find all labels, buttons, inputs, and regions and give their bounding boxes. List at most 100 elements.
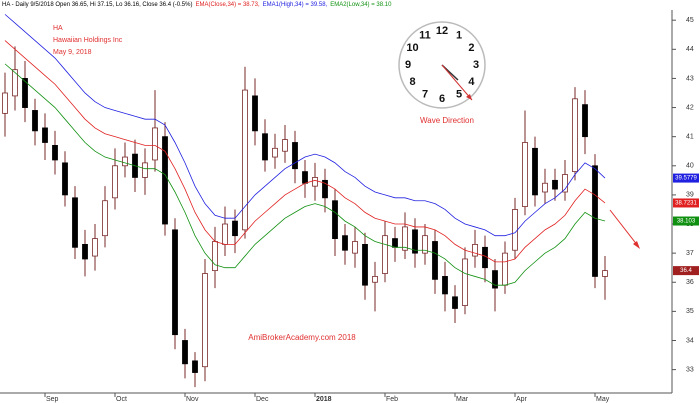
company: Hawaiian Holdings Inc [53, 37, 123, 44]
candle-body [252, 95, 258, 132]
candle-body [352, 241, 358, 254]
candle-body [42, 127, 48, 143]
candle-body [522, 142, 528, 207]
x-tick-label: Sep [46, 396, 59, 403]
candle-body [462, 258, 468, 306]
value-tag-label: 38.7231 [675, 201, 697, 207]
candle-body [452, 296, 458, 309]
clock-number: 1 [456, 29, 462, 41]
candle-body [442, 276, 448, 295]
candle-body [292, 142, 298, 170]
x-tick-label: Dec [256, 396, 269, 403]
candle-body [242, 89, 248, 231]
y-tick-label: 45 [686, 17, 694, 24]
y-tick-label: 43 [686, 75, 694, 82]
value-tag [673, 216, 699, 226]
candle-body [552, 179, 558, 190]
value-tag [673, 198, 699, 208]
x-tick-label: Mar [456, 396, 469, 403]
candle-body [602, 270, 608, 277]
candle-body [102, 200, 108, 237]
candle-body [262, 133, 268, 161]
candle-body [422, 235, 428, 254]
candle-body [472, 244, 478, 257]
x-tick-label: Apr [516, 396, 528, 403]
candle-body [92, 238, 98, 257]
y-tick-label: 42 [686, 104, 694, 111]
candle-body [322, 179, 328, 199]
value-tag-label: 36.4 [680, 268, 692, 274]
clock-number: 5 [456, 88, 462, 100]
clock-number: 2 [468, 42, 474, 54]
clock-number: 7 [422, 88, 428, 100]
candle-body [142, 162, 148, 178]
candle-body [562, 174, 568, 193]
minute-hand-tip [466, 94, 472, 100]
candle-body [182, 340, 188, 365]
x-tick-label: 2018 [316, 396, 332, 403]
x-tick-label: Oct [116, 396, 127, 403]
y-tick-label: 44 [686, 46, 694, 53]
x-tick-label: May [596, 396, 610, 403]
y-tick-label: 35 [686, 308, 694, 315]
header: HA - Daily 9/5/2018 Open 36.65, Hi 37.15… [2, 2, 392, 8]
candle-body [492, 270, 498, 289]
candle-body [402, 226, 408, 251]
candle-body [222, 223, 228, 245]
y-tick-label: 36 [686, 279, 694, 286]
candle-body [22, 78, 28, 108]
candle-body [392, 238, 398, 248]
clock-number: 10 [406, 42, 418, 54]
candle-body [372, 276, 378, 283]
clock-number: 3 [473, 59, 479, 71]
candle-body [192, 360, 198, 373]
y-tick-label: 34 [686, 337, 694, 344]
candle-body [512, 209, 518, 251]
ema-line [4, 63, 606, 286]
clock-number: 12 [436, 25, 448, 37]
y-tick-label: 39 [686, 192, 694, 199]
candle-body [202, 273, 208, 368]
value-tag-label: 38.103 [677, 219, 696, 225]
value-tag-label: 39.5779 [675, 176, 697, 182]
clock-number: 6 [439, 93, 445, 105]
clock-number: 9 [405, 59, 411, 71]
candle-body [302, 171, 308, 184]
wave-arrow [609, 209, 640, 249]
candle-body [62, 162, 68, 196]
candle-body [172, 229, 178, 336]
candle-body [382, 235, 388, 274]
candle-body [312, 177, 318, 187]
candle-body [212, 241, 218, 272]
candle-body [342, 235, 348, 251]
candle-body [432, 241, 438, 280]
candle-body [52, 145, 58, 161]
candle-body [112, 165, 118, 199]
candle-body [2, 92, 8, 114]
candle-body [82, 244, 88, 260]
header-part: EMA1(High,34) = 39.58, [263, 2, 328, 8]
candle-body [152, 127, 158, 161]
header-part: HA - Daily 9/5/2018 Open 36.65, Hi 37.15… [2, 2, 192, 8]
candle-body [332, 200, 338, 239]
ema-line [4, 40, 606, 263]
candle-body [272, 147, 278, 158]
minute-hand [441, 64, 473, 101]
clock-number: 4 [468, 76, 475, 88]
clock-number: 11 [419, 29, 431, 41]
candle-body [362, 244, 368, 286]
candle-body [582, 104, 588, 138]
header-part: EMA2(Low,34) = 38.10 [330, 2, 392, 8]
candle-body [532, 147, 538, 196]
candle-body [592, 165, 598, 277]
candle-body [122, 156, 128, 167]
date: May 9, 2018 [53, 49, 92, 56]
ticker: HA [53, 25, 63, 32]
candle-body [282, 139, 288, 152]
candle-body [502, 252, 508, 286]
watermark: AmiBrokerAcademy.com 2018 [248, 333, 356, 342]
candle-body [542, 182, 548, 193]
